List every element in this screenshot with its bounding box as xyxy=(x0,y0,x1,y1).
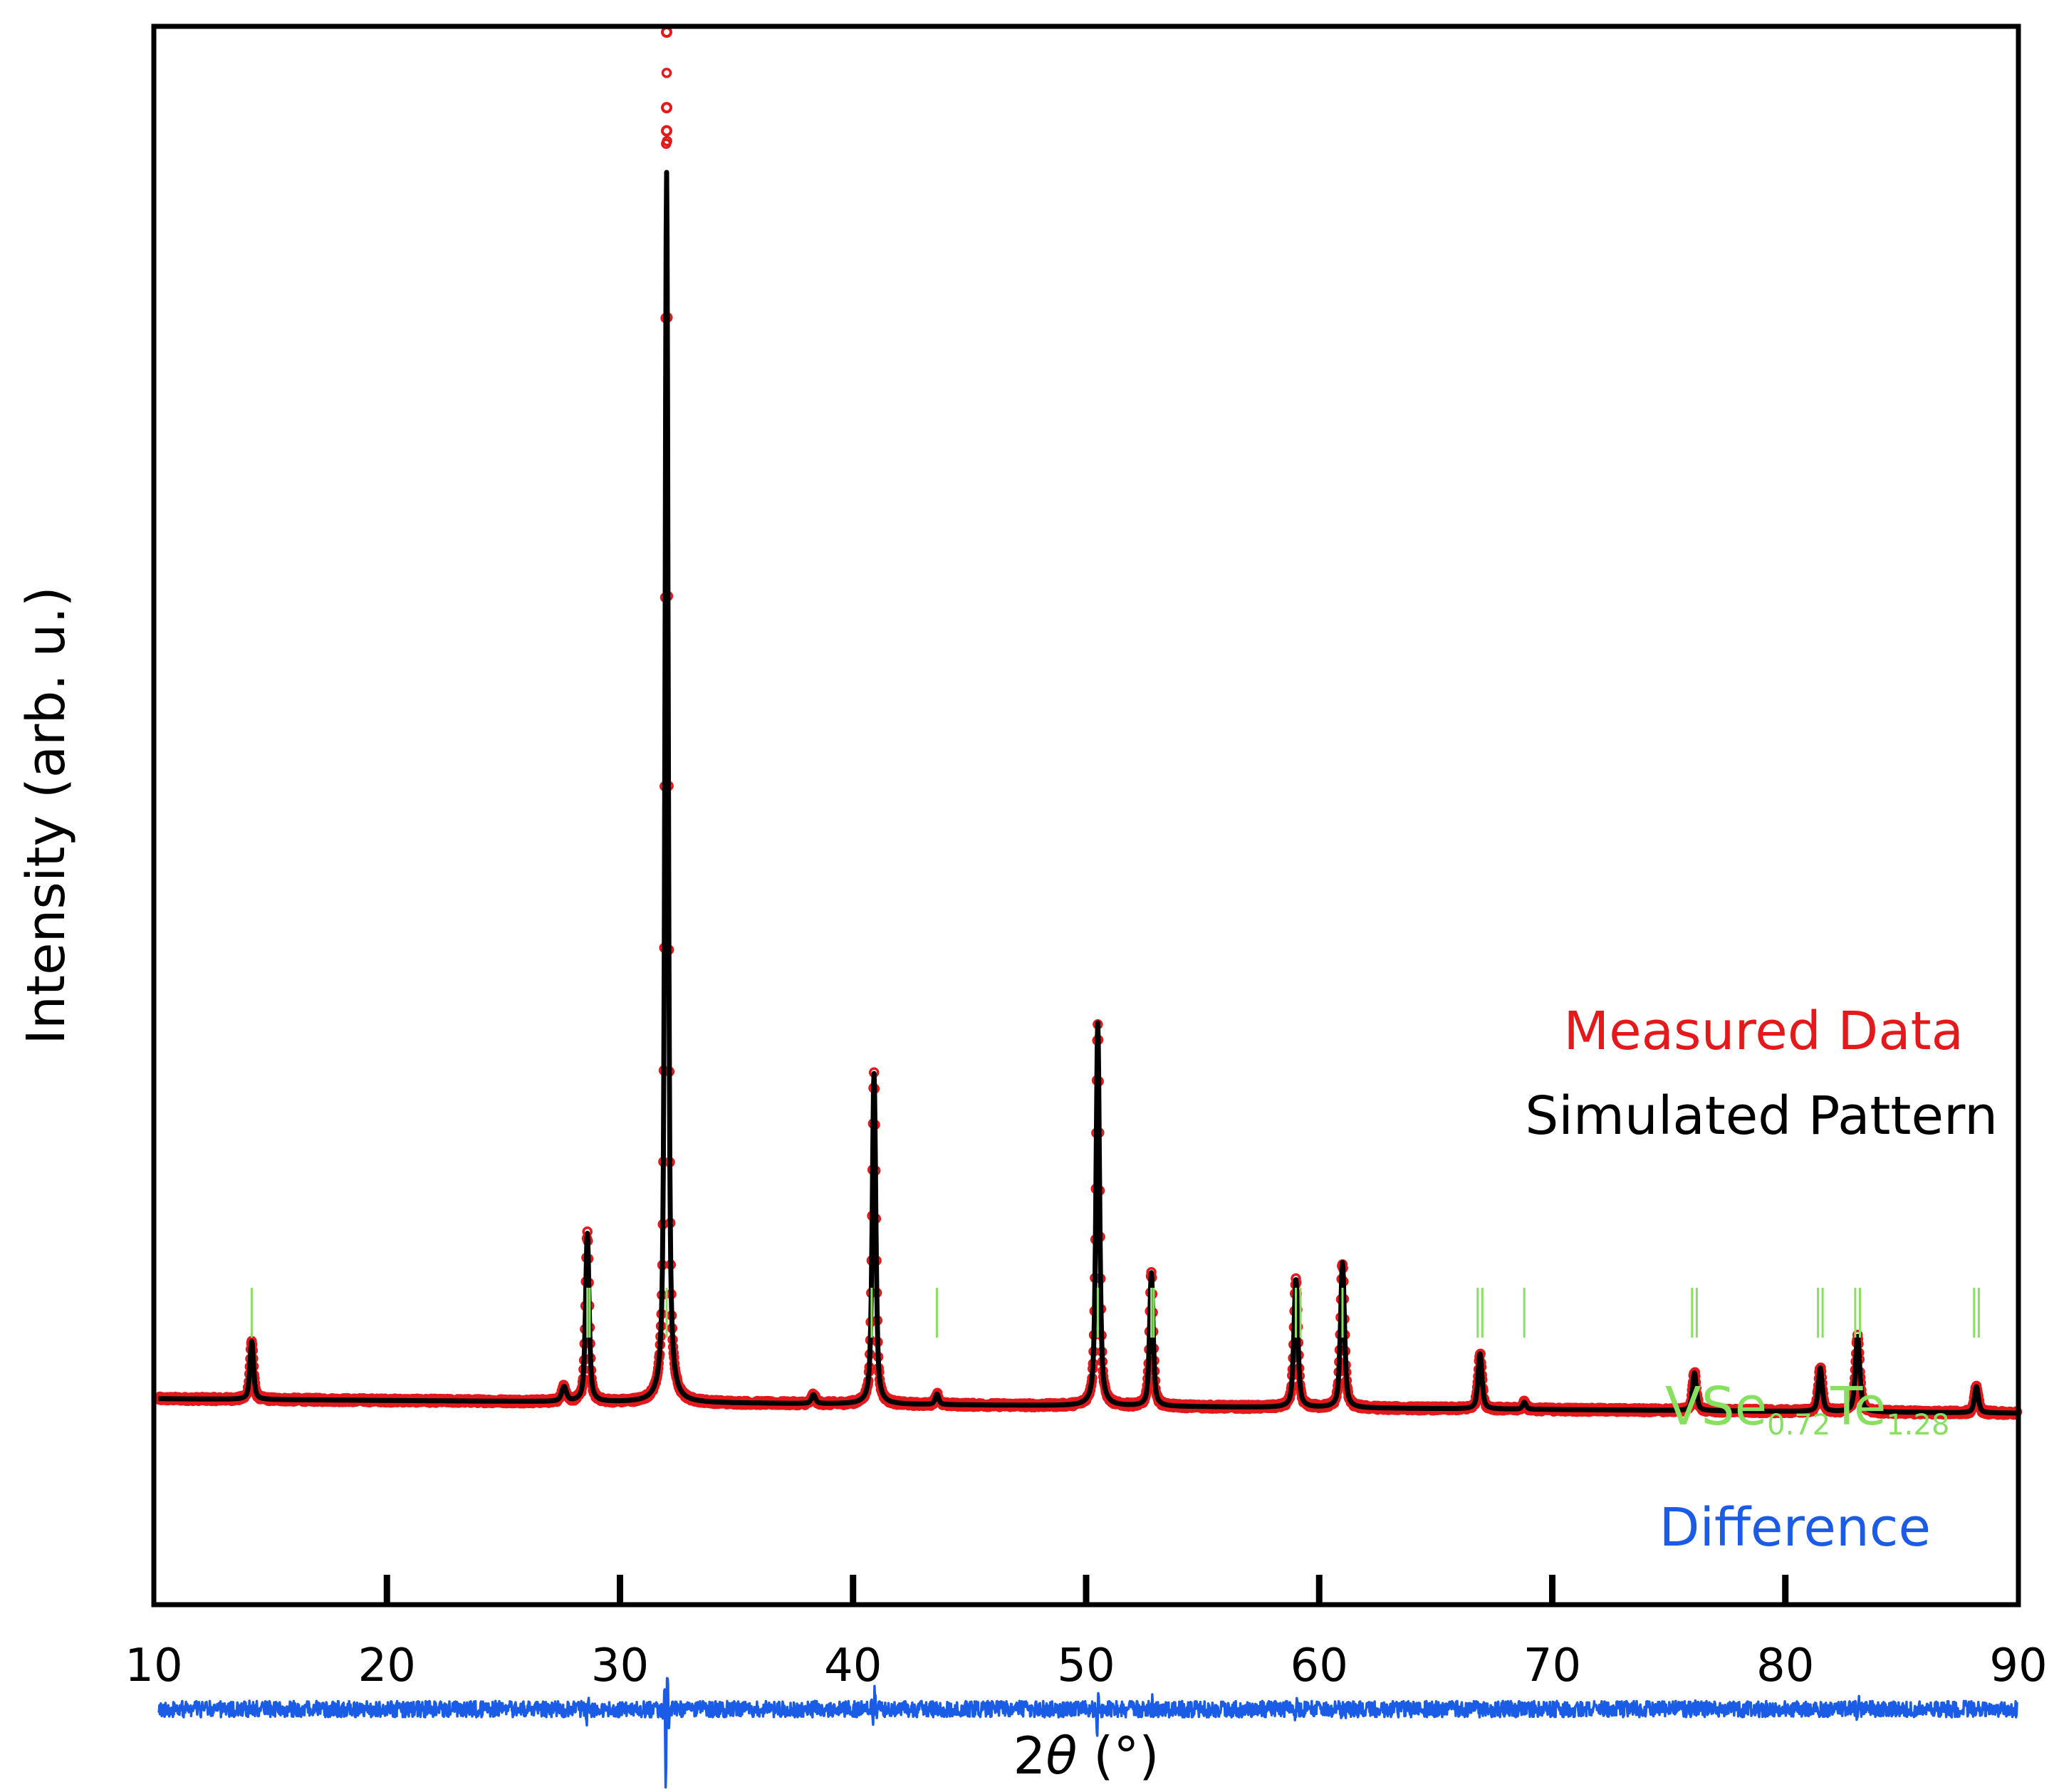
legend-difference: Difference xyxy=(1659,1497,1932,1558)
measured-data-point xyxy=(661,68,672,78)
x-axis-label-prefix: 2 xyxy=(1013,1726,1046,1786)
x-tick-label: 30 xyxy=(591,1640,649,1692)
x-tick-label: 50 xyxy=(1057,1640,1115,1692)
x-axis-label-symbol: θ xyxy=(1046,1726,1077,1786)
phase-formula-te: Te xyxy=(1830,1376,1886,1437)
y-axis-label: Intensity (arb. u.) xyxy=(16,586,77,1045)
x-tick-label: 90 xyxy=(1989,1640,2047,1692)
x-tick-label: 20 xyxy=(358,1640,416,1692)
phase-subscript-te: 1.28 xyxy=(1886,1409,1949,1442)
legend-measured-data: Measured Data xyxy=(1563,1001,1964,1062)
x-axis-label-unit: (°) xyxy=(1077,1726,1159,1786)
plot-content xyxy=(153,26,2023,1789)
x-tick-label: 80 xyxy=(1756,1640,1814,1692)
x-tick-label: 60 xyxy=(1291,1640,1348,1692)
x-axis-label: 2θ (°) xyxy=(1013,1726,1159,1786)
phase-formula-vse: VSe xyxy=(1665,1376,1767,1437)
x-tick-label: 10 xyxy=(125,1640,182,1692)
x-tick-label: 70 xyxy=(1523,1640,1581,1692)
phase-subscript-se: 0.72 xyxy=(1767,1409,1830,1442)
measured-data-point xyxy=(662,135,672,147)
x-tick-label: 40 xyxy=(824,1640,882,1692)
legend-simulated-pattern: Simulated Pattern xyxy=(1525,1085,1998,1147)
